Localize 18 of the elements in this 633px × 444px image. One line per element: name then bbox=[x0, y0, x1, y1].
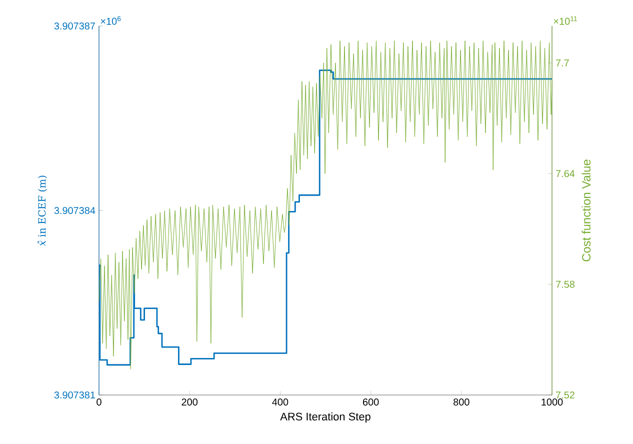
y-tick-label: 3.907384 bbox=[54, 206, 96, 214]
x-tick-label: 1000 bbox=[542, 398, 563, 406]
y2-tick-label: 7.64 bbox=[556, 170, 575, 178]
x-tick-label: 400 bbox=[272, 398, 288, 406]
y-tick-label: 3.907381 bbox=[54, 391, 95, 399]
text: ×10$^{11}$ bbox=[554, 16, 577, 25]
text: ×10$^{6}$ bbox=[100, 16, 121, 25]
x-tick-label: 0 bbox=[96, 398, 102, 406]
x-tick-label: 800 bbox=[454, 398, 470, 406]
x-tick-label: 600 bbox=[362, 398, 379, 406]
y2-tick-label: 7.7 bbox=[556, 59, 569, 66]
y2-tick-label: 7.58 bbox=[556, 280, 574, 288]
y-axis-title: x̂ in ECEF (m) bbox=[38, 176, 48, 246]
y-tick-label: 3.907387 bbox=[54, 22, 95, 30]
x-tick-label: 200 bbox=[182, 398, 198, 406]
y2-axis-title: Cost function Value bbox=[582, 160, 591, 262]
y2-tick-label: 7.52 bbox=[556, 391, 574, 399]
x-axis-title: ARS Iteration Step bbox=[280, 412, 370, 423]
